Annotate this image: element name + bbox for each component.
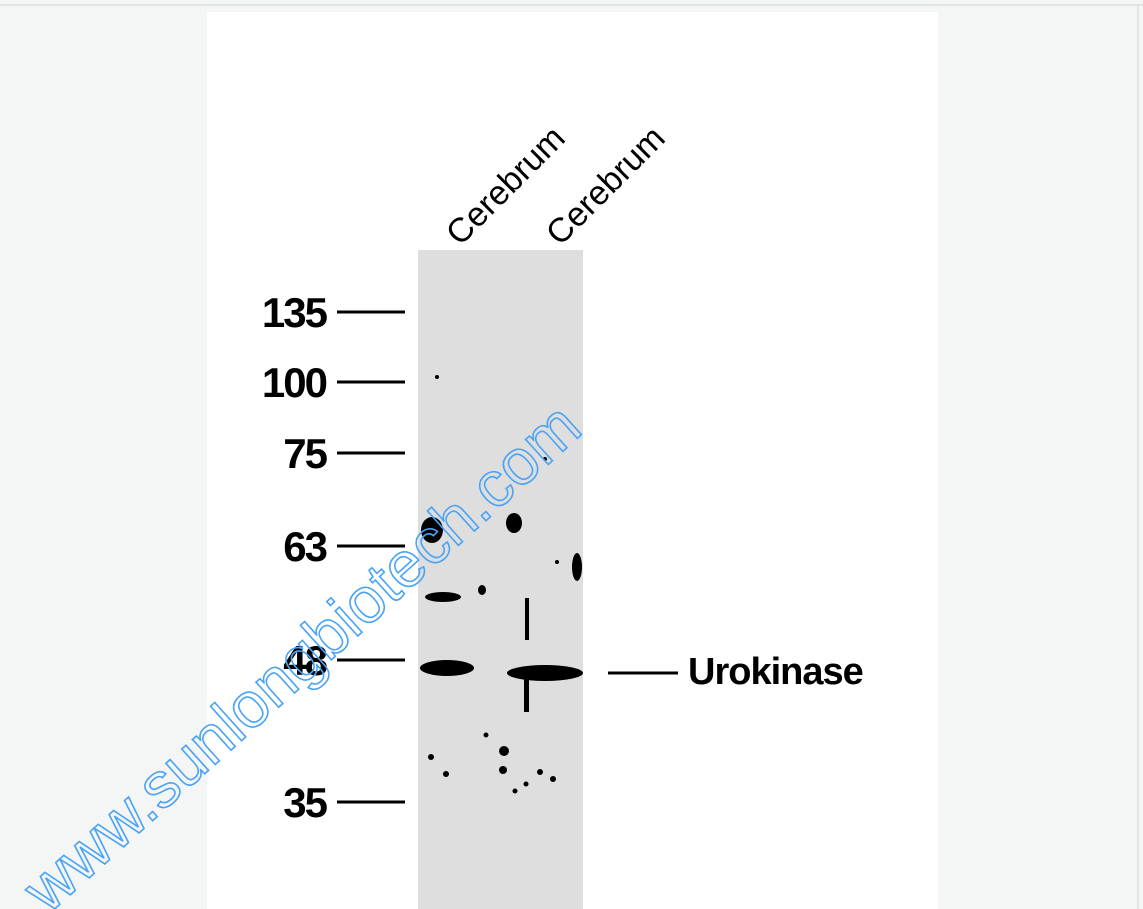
- spot: [524, 782, 529, 787]
- spot: [555, 560, 559, 564]
- band: [425, 592, 461, 602]
- band: [572, 553, 582, 581]
- spot: [537, 769, 543, 775]
- spot: [443, 771, 449, 777]
- band: [525, 598, 529, 640]
- marker-label: 63: [283, 523, 326, 570]
- band: [524, 670, 529, 712]
- band-label: Urokinase: [688, 651, 863, 693]
- spot: [428, 754, 434, 760]
- spot: [513, 789, 518, 794]
- marker-label: 75: [283, 430, 327, 477]
- band: [420, 660, 474, 676]
- marker-label: 100: [262, 359, 327, 406]
- spot: [550, 776, 556, 782]
- spot: [435, 375, 439, 379]
- spot: [484, 733, 489, 738]
- blot-lane: [418, 250, 583, 909]
- page: Urokinase 13510075634835 CerebrumCerebru…: [0, 0, 1143, 909]
- spot: [499, 766, 507, 774]
- band: [507, 665, 583, 681]
- figure: Urokinase 13510075634835 CerebrumCerebru…: [0, 0, 1143, 909]
- spot: [499, 746, 509, 756]
- marker-label: 35: [283, 779, 327, 826]
- marker-label: 135: [262, 289, 328, 336]
- band: [478, 585, 486, 595]
